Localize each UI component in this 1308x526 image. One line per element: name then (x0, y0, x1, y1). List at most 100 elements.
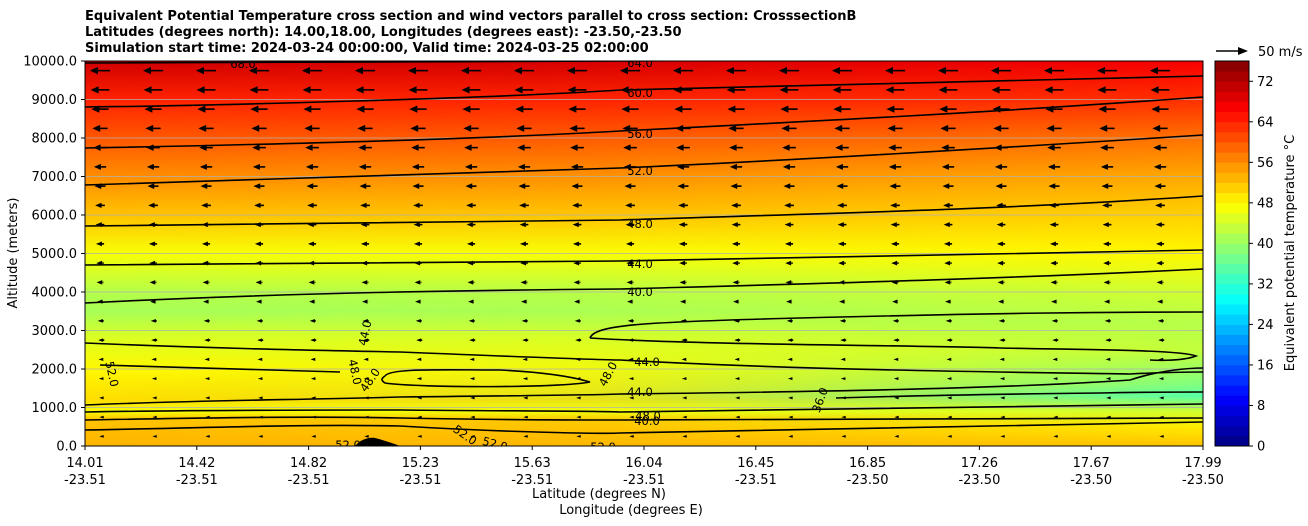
wind-vector-head (465, 183, 473, 189)
x-tick-label-lat: 16.45 (737, 456, 774, 471)
contour-44-wave (381, 368, 591, 388)
wind-vector-head (679, 260, 686, 266)
wind-vector-head (257, 357, 263, 362)
wind-vector-head (152, 415, 157, 419)
colorbar-bin (1215, 192, 1249, 204)
wind-vector-head (627, 318, 633, 323)
wind-vector-head (311, 434, 316, 438)
x-tick-label-lon: -23.51 (623, 473, 665, 488)
wind-vector-head (255, 260, 262, 266)
colorbar-frame (1214, 60, 1250, 447)
wind-vector-head (417, 434, 422, 438)
wind-vector-head (93, 144, 101, 151)
wind-vector-head (408, 86, 417, 94)
wind-vector-head (840, 377, 846, 381)
wind-vector-head (944, 260, 951, 266)
wind-vector-head (200, 183, 208, 189)
wind-vector-head (889, 183, 897, 189)
contour-40-lobe (589, 311, 1203, 339)
wind-vector-head (991, 86, 1000, 94)
wind-vector-head (572, 241, 579, 247)
wind-vector-head (407, 67, 416, 75)
wind-vector-head (678, 241, 685, 247)
wind-vector-head (97, 318, 103, 323)
wind-vector-head (619, 67, 628, 75)
wind-vector-head (470, 415, 475, 419)
wind-vector-head (677, 183, 685, 189)
contour-label: 40.0 (634, 414, 660, 428)
wind-vector-head (412, 183, 420, 189)
wind-vector-head (675, 124, 684, 132)
colorbar-bin (1215, 294, 1249, 305)
wind-vector-head (523, 396, 528, 400)
wind-vector-head (149, 280, 156, 285)
colorbar-bin (1215, 152, 1249, 163)
wind-vector-head (1156, 280, 1163, 285)
colorbar-bin (1215, 121, 1249, 133)
wind-vector-head (195, 67, 204, 75)
wind-vector-head (780, 105, 789, 113)
wind-vector-head (148, 241, 155, 247)
colorbar-bin (1215, 101, 1249, 113)
colorbar-bin (1215, 233, 1249, 244)
contour-44-loop (589, 337, 1199, 362)
wind-vector-head (356, 105, 365, 113)
wind-vector-head (363, 338, 369, 342)
wind-vector-head (999, 338, 1005, 342)
wind-vector-head (890, 222, 897, 228)
wind-vector-head (416, 377, 422, 381)
wind-vector-head (199, 144, 207, 151)
wind-vector-head (249, 86, 258, 94)
wind-vector-head (1043, 67, 1052, 75)
wind-vector-head (149, 260, 156, 266)
wind-vector-head (1052, 357, 1058, 362)
x-tick-label-lon: -23.50 (1070, 473, 1112, 488)
wind-vector-head (574, 299, 580, 304)
wind-vector-head (623, 144, 631, 151)
wind-vector-head (884, 67, 893, 75)
wind-vector-head (620, 86, 629, 94)
wind-vectors (89, 67, 1171, 438)
contour-60 (85, 96, 1203, 149)
wind-vector-head (468, 299, 474, 304)
wind-vector-head (1053, 434, 1058, 438)
wind-vector-head (680, 318, 686, 323)
colorbar-tick-label: 64 (1257, 115, 1274, 130)
wind-vector-head (886, 105, 895, 113)
wind-vector-head (519, 202, 526, 209)
wind-vector-head (354, 67, 363, 75)
wind-vector-head (98, 338, 104, 342)
wind-vector-head (255, 280, 262, 285)
wind-vector-head (997, 280, 1004, 285)
wind-vector-head (414, 280, 421, 285)
wind-vector-head (519, 241, 526, 247)
wind-vector-head (784, 241, 791, 247)
y-tick-label: 0.0 (56, 440, 77, 455)
wind-vector-head (521, 299, 527, 304)
wind-vector-head (571, 183, 579, 189)
wind-vector-head (892, 318, 898, 323)
wind-vector-head (252, 144, 260, 151)
wind-vector-head (310, 338, 316, 342)
wind-vector-head (205, 396, 210, 400)
gridlines (85, 99, 1203, 408)
wind-vector-head (783, 183, 791, 189)
wind-vector-head (937, 67, 946, 75)
wind-vector-head (840, 357, 846, 362)
y-tick-label: 7000.0 (32, 170, 78, 185)
wind-vector-head (733, 318, 739, 323)
wind-vector-head (1000, 434, 1005, 438)
x-tick-label-lon: -23.51 (64, 473, 106, 488)
wind-vector-head (99, 396, 104, 400)
wind-vector-head (257, 377, 263, 381)
wind-vector-head (201, 222, 208, 228)
wind-vector-head (998, 299, 1004, 304)
wind-vector-head (891, 260, 898, 266)
wind-vector-head (415, 299, 421, 304)
wind-vector-head (146, 144, 154, 151)
colorbar-bin (1215, 435, 1249, 447)
colorbar-tick-label: 72 (1257, 75, 1274, 90)
wind-vector-head (1156, 260, 1163, 266)
wind-vector-head (1159, 396, 1164, 400)
